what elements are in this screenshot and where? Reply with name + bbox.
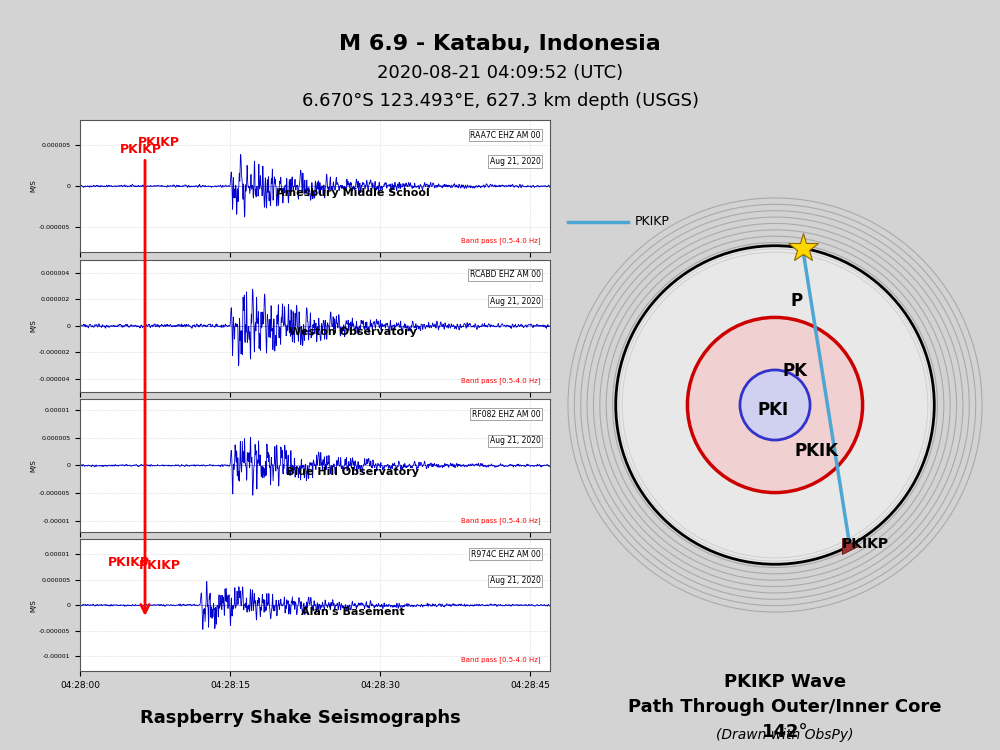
Text: 6.670°S 123.493°E, 627.3 km depth (USGS): 6.670°S 123.493°E, 627.3 km depth (USGS): [302, 92, 698, 110]
Text: R974C EHZ AM 00: R974C EHZ AM 00: [471, 550, 541, 559]
Y-axis label: M/S: M/S: [30, 459, 36, 472]
Text: Aug 21, 2020: Aug 21, 2020: [490, 297, 541, 306]
Text: Amesbury Middle School: Amesbury Middle School: [276, 188, 429, 198]
Text: Band pass [0.5-4.0 Hz]: Band pass [0.5-4.0 Hz]: [461, 656, 541, 663]
Text: Raspberry Shake Seismographs: Raspberry Shake Seismographs: [140, 709, 460, 727]
Text: PKI: PKI: [757, 400, 789, 418]
Text: Band pass [0.5-4.0 Hz]: Band pass [0.5-4.0 Hz]: [461, 377, 541, 384]
Text: (Drawn with ObsPy): (Drawn with ObsPy): [716, 728, 854, 742]
Circle shape: [687, 317, 863, 493]
Text: 2020-08-21 04:09:52 (UTC): 2020-08-21 04:09:52 (UTC): [377, 64, 623, 82]
Text: PKIKP: PKIKP: [138, 136, 180, 149]
Y-axis label: M/S: M/S: [30, 320, 36, 332]
Text: RCABD EHZ AM 00: RCABD EHZ AM 00: [470, 270, 541, 279]
Text: Aug 21, 2020: Aug 21, 2020: [490, 157, 541, 166]
Text: RF082 EHZ AM 00: RF082 EHZ AM 00: [472, 410, 541, 419]
Text: PKIKP: PKIKP: [120, 142, 162, 155]
Text: Aug 21, 2020: Aug 21, 2020: [490, 436, 541, 445]
Text: PKIKP: PKIKP: [842, 537, 889, 551]
Text: PKIKP: PKIKP: [139, 559, 181, 572]
Circle shape: [616, 246, 934, 564]
Text: Aug 21, 2020: Aug 21, 2020: [490, 576, 541, 585]
Text: Band pass [0.5-4.0 Hz]: Band pass [0.5-4.0 Hz]: [461, 238, 541, 244]
Text: PK: PK: [783, 362, 808, 380]
Text: RAA7C EHZ AM 00: RAA7C EHZ AM 00: [470, 130, 541, 140]
Text: PKIKP: PKIKP: [635, 215, 670, 228]
Text: Blue Hill Observatory: Blue Hill Observatory: [286, 467, 419, 477]
Text: PKIKP: PKIKP: [108, 556, 150, 568]
Y-axis label: M/S: M/S: [30, 180, 36, 193]
Circle shape: [740, 370, 810, 440]
Text: M 6.9 - Katabu, Indonesia: M 6.9 - Katabu, Indonesia: [339, 34, 661, 54]
Text: PKIKP Wave
Path Through Outer/Inner Core
142°: PKIKP Wave Path Through Outer/Inner Core…: [628, 673, 942, 741]
Text: P: P: [791, 292, 803, 310]
Text: PKIK: PKIK: [794, 442, 838, 460]
Y-axis label: M/S: M/S: [30, 598, 36, 611]
Text: Band pass [0.5-4.0 Hz]: Band pass [0.5-4.0 Hz]: [461, 517, 541, 524]
Text: Weston Observatory: Weston Observatory: [289, 328, 417, 338]
Text: Alan's Basement: Alan's Basement: [301, 607, 404, 616]
